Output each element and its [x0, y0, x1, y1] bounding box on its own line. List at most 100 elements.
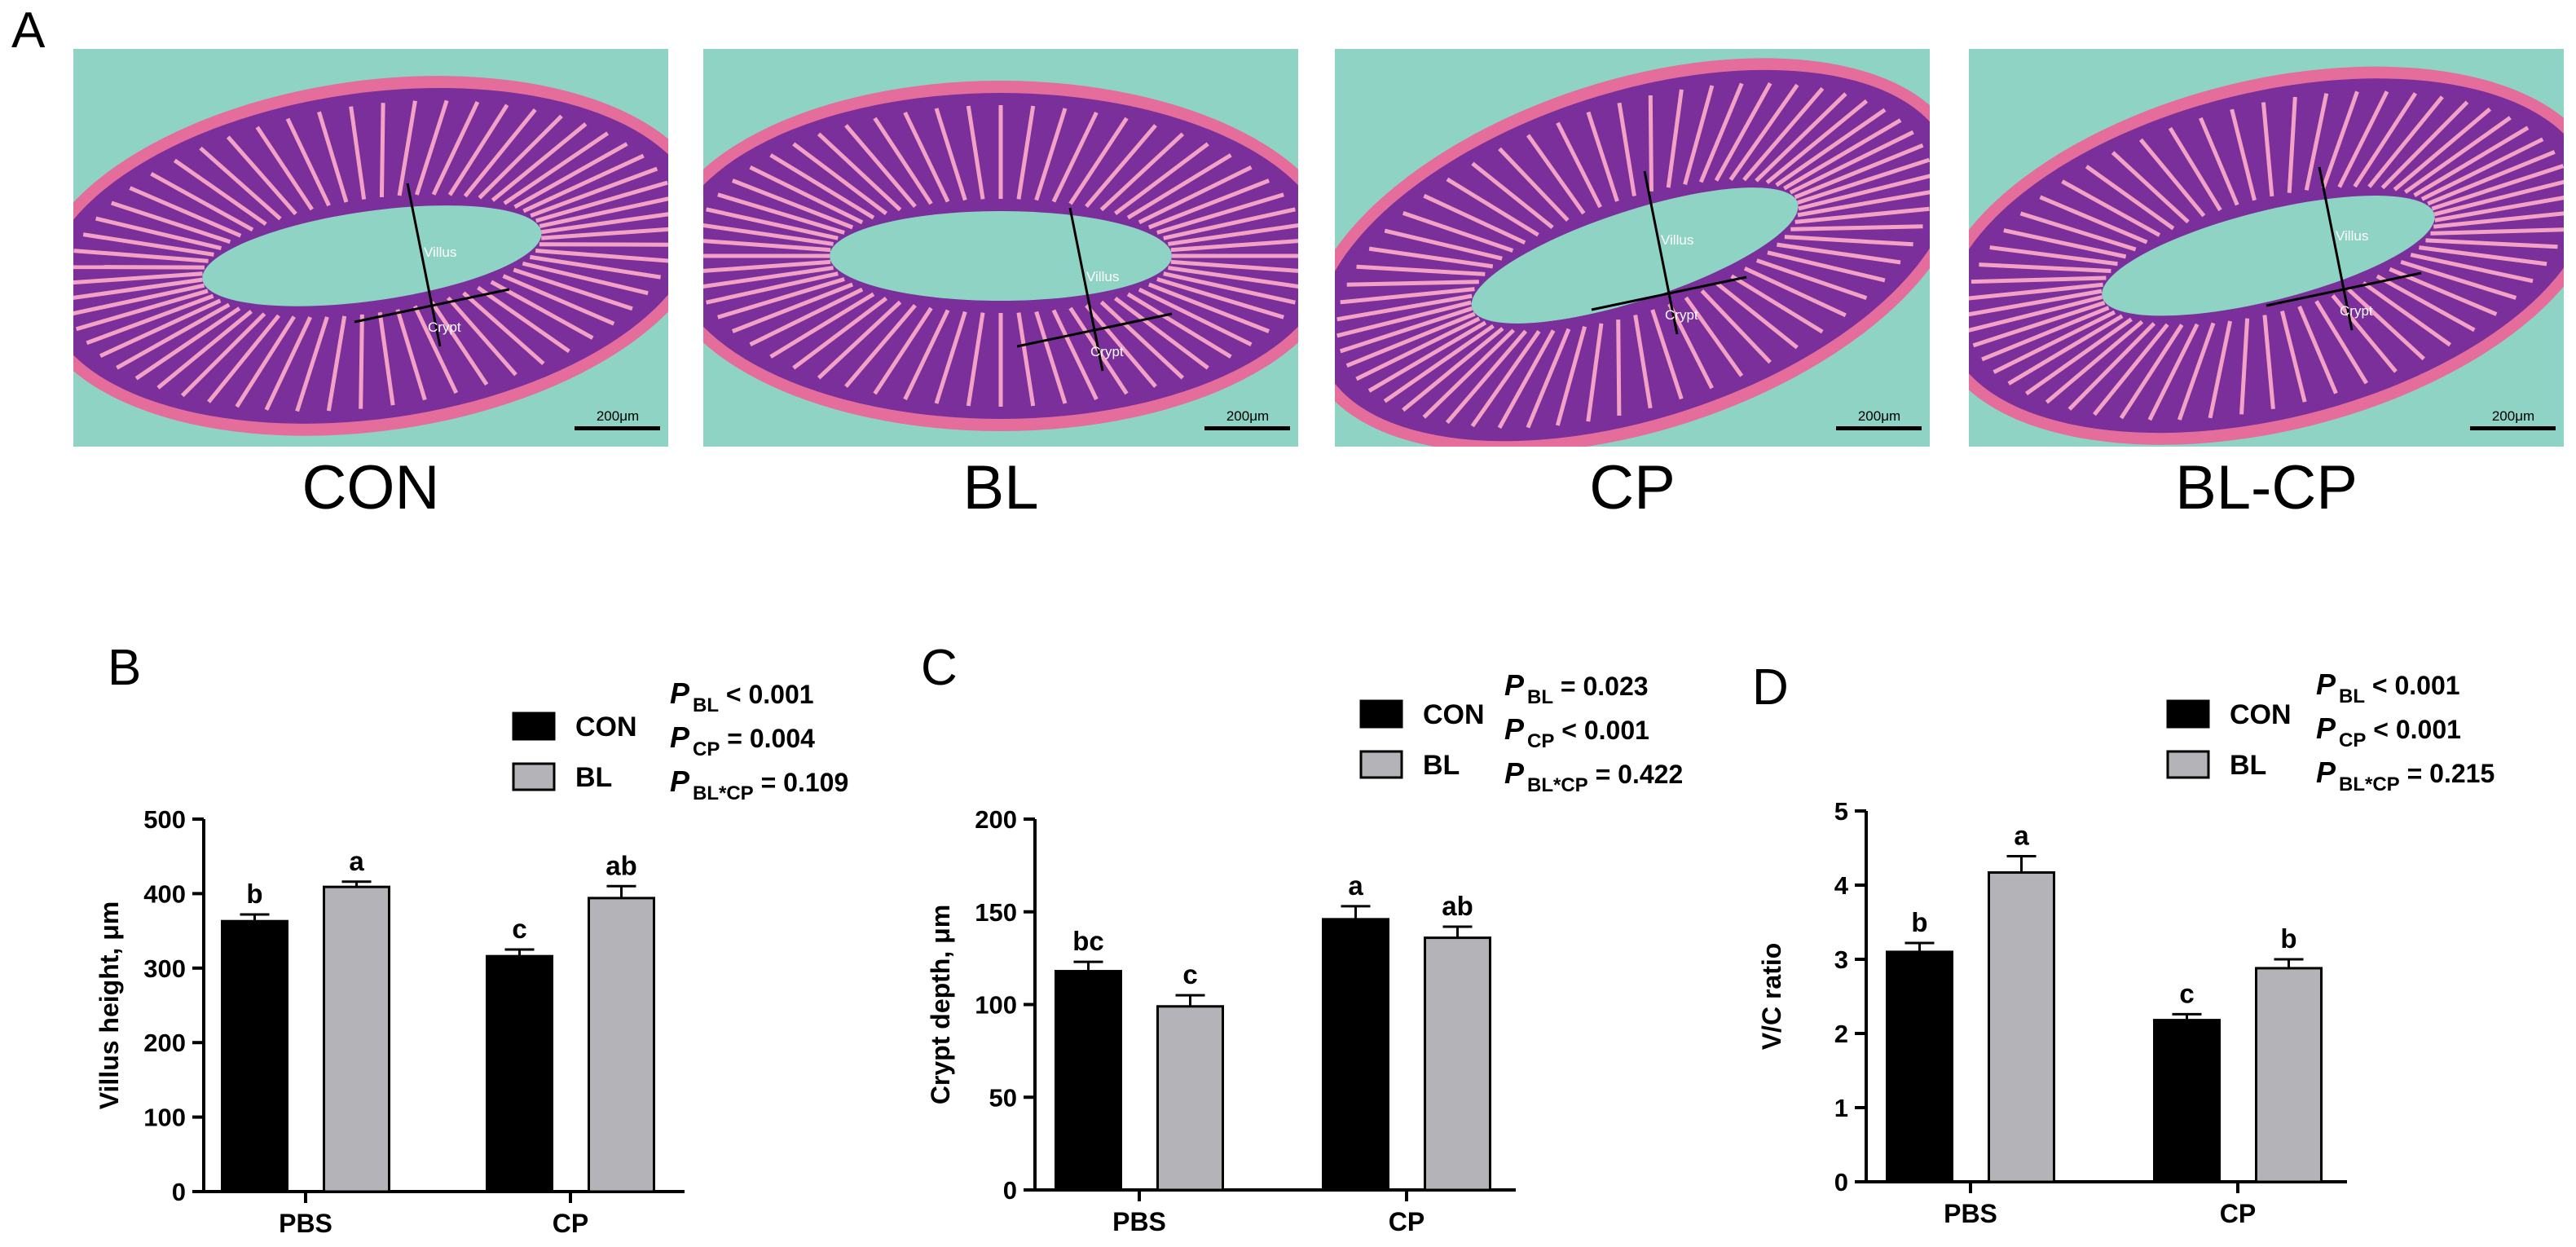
bar-con [1322, 918, 1389, 1192]
micrograph-label-1: CON [302, 453, 440, 522]
villus-stripe [2393, 107, 2492, 192]
villus-stripe [1498, 147, 1570, 222]
lumen [2102, 196, 2435, 316]
crypt-annotation: Crypt [2340, 303, 2373, 319]
p-value-2: P CP = 0.004 [670, 720, 815, 760]
villus-stripe [1743, 266, 1847, 318]
y-tick-label: 5 [1834, 797, 1848, 826]
villus-stripe [2019, 211, 2137, 252]
villus-stripe [412, 305, 459, 394]
villus-stripe [1775, 108, 1887, 187]
panel-letter-b: B [108, 640, 142, 696]
villus-stripe [1016, 105, 1036, 200]
villus-stripe [703, 259, 831, 273]
y-tick-label: 0 [1834, 1168, 1848, 1196]
micrograph-3: Villus Crypt 200μm [1335, 49, 1930, 447]
x-category-label: PBS [1112, 1207, 1166, 1236]
villus-stripe [1356, 264, 1486, 276]
bar-bl [2255, 967, 2323, 1183]
villus-stripe [703, 266, 834, 289]
villus-stripe [2279, 311, 2307, 403]
villus-stripe [2362, 281, 2451, 347]
villus-stripe [490, 280, 594, 340]
crypt-annotation: Crypt [1665, 307, 1698, 323]
legend-label-con: CON [1423, 699, 1485, 730]
p-value-3: P BL*CP = 0.215 [2316, 756, 2495, 795]
villus-stripe [2297, 305, 2338, 394]
scale-bar-label: 200μm [1858, 408, 1900, 424]
villus-stripe [717, 277, 845, 319]
villus-stripe [2431, 164, 2564, 211]
villus-stripe [1617, 102, 1636, 196]
villus-stripe [264, 316, 312, 411]
villus-stripe [1402, 327, 1504, 412]
villus-stripe [446, 296, 517, 377]
significance-letter: c [512, 914, 526, 944]
villus-stripe [522, 153, 645, 214]
villus-stripe [2403, 116, 2512, 194]
villus-stripe [1969, 295, 2103, 333]
significance-letter: a [1348, 870, 1363, 901]
y-tick-label: 100 [143, 1104, 186, 1132]
bar-bl [1988, 871, 2055, 1183]
villus-stripe [530, 166, 658, 218]
bar-bl [323, 885, 390, 1193]
villus-stripe [317, 111, 349, 203]
villus-stripe [1085, 303, 1157, 388]
villus-measure-line [2318, 166, 2354, 331]
villus-stripe [2230, 108, 2257, 201]
villus-stripe [1068, 117, 1129, 205]
villus-stripe [2061, 179, 2161, 237]
villus-stripe [1336, 293, 1473, 322]
villus-stripe [1034, 108, 1068, 201]
villus-stripe [1586, 323, 1604, 422]
bar-bl [1424, 936, 1491, 1192]
scale-bar-label: 200μm [597, 408, 639, 424]
villus-stripe [1147, 282, 1270, 333]
villus-stripe [1969, 282, 2103, 301]
significance-letter: c [1182, 959, 1197, 989]
villus-stripe [749, 165, 864, 225]
crypt-measure-line [1591, 275, 1747, 311]
villus-measure-line [1643, 170, 1679, 335]
villus-stripe [255, 126, 314, 211]
villus-stripe [503, 131, 610, 205]
y-tick-label: 0 [1003, 1176, 1017, 1205]
villus-stripe [873, 117, 933, 205]
villus-stripe [769, 153, 875, 220]
villus-stripe [1471, 161, 1554, 230]
villus-stripe [2433, 178, 2564, 217]
scale-bar-label: 200μm [2492, 408, 2534, 424]
villus-annotation: Villus [2336, 228, 2368, 244]
villus-stripe [2331, 294, 2398, 373]
significance-letter: ab [1442, 891, 1473, 921]
villus-stripe [377, 311, 395, 406]
villus-stripe [2003, 228, 2127, 259]
villus-stripe [966, 312, 985, 407]
villus-stripe [873, 306, 933, 395]
legend-swatch-con [2166, 699, 2210, 729]
villus-stripe [1170, 259, 1298, 273]
villus-stripe [2168, 126, 2222, 212]
villus-stripe [1138, 165, 1253, 225]
villus-stripe [1728, 83, 1799, 182]
villus-stripe [1555, 326, 1587, 426]
villus-stripe [1138, 287, 1253, 346]
p-value-3: P BL*CP = 0.422 [1504, 756, 1683, 796]
crypt-measure-line [354, 288, 510, 324]
villus-stripe [1497, 329, 1556, 430]
villus-stripe [462, 291, 545, 365]
villus-stripe [513, 267, 633, 311]
villus-stripe [431, 100, 480, 196]
villus-stripe [150, 171, 254, 232]
villus-stripe [903, 309, 950, 401]
bar-con [2153, 1019, 2221, 1183]
bar-con [221, 919, 288, 1193]
villus-stripe [129, 186, 242, 238]
villus-stripe [226, 135, 297, 216]
villus-stripe [703, 239, 831, 253]
villus-stripe [1648, 95, 1653, 192]
villus-stripe [1586, 111, 1619, 202]
villus-stripe [1384, 228, 1503, 261]
villus-stripe [73, 271, 203, 285]
